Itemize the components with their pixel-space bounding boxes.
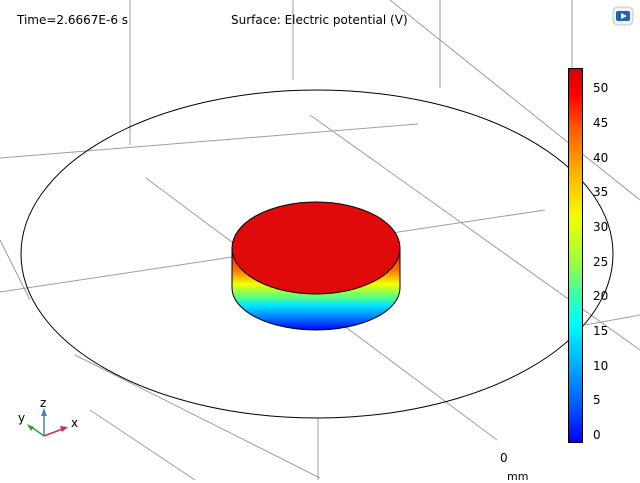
colorbar-tick: 40	[593, 151, 609, 165]
axis-z-label: z	[40, 396, 47, 410]
colorbar-tick: 50	[593, 81, 609, 95]
brand-logo-icon	[612, 6, 634, 26]
colorbar-tick: 15	[593, 324, 609, 338]
scale-unit-label: mm	[507, 470, 529, 483]
axis-y-label: y	[18, 411, 26, 425]
time-label: Time=2.6667E-6 s	[17, 13, 129, 27]
colorbar-tick: 45	[593, 116, 609, 130]
cylinder-electrode	[231, 201, 401, 331]
colorbar-tick: 30	[593, 220, 609, 234]
colorbar-tick: 25	[593, 255, 609, 269]
axis-x-label: x	[71, 416, 79, 430]
scale-zero-label: 0	[500, 451, 508, 465]
colorbar-tick: 5	[593, 393, 601, 407]
cylinder-top-surface	[231, 201, 401, 295]
colorbar-tick: 0	[593, 428, 601, 442]
colorbar-tick: 35	[593, 185, 609, 199]
plot-title: Surface: Electric potential (V)	[231, 13, 408, 27]
colorbar-tick: 20	[593, 289, 609, 303]
domain-outline	[20, 89, 614, 419]
axis-triad-icon	[27, 408, 68, 437]
colorbar-tick: 10	[593, 359, 609, 373]
colorbar	[568, 68, 583, 443]
